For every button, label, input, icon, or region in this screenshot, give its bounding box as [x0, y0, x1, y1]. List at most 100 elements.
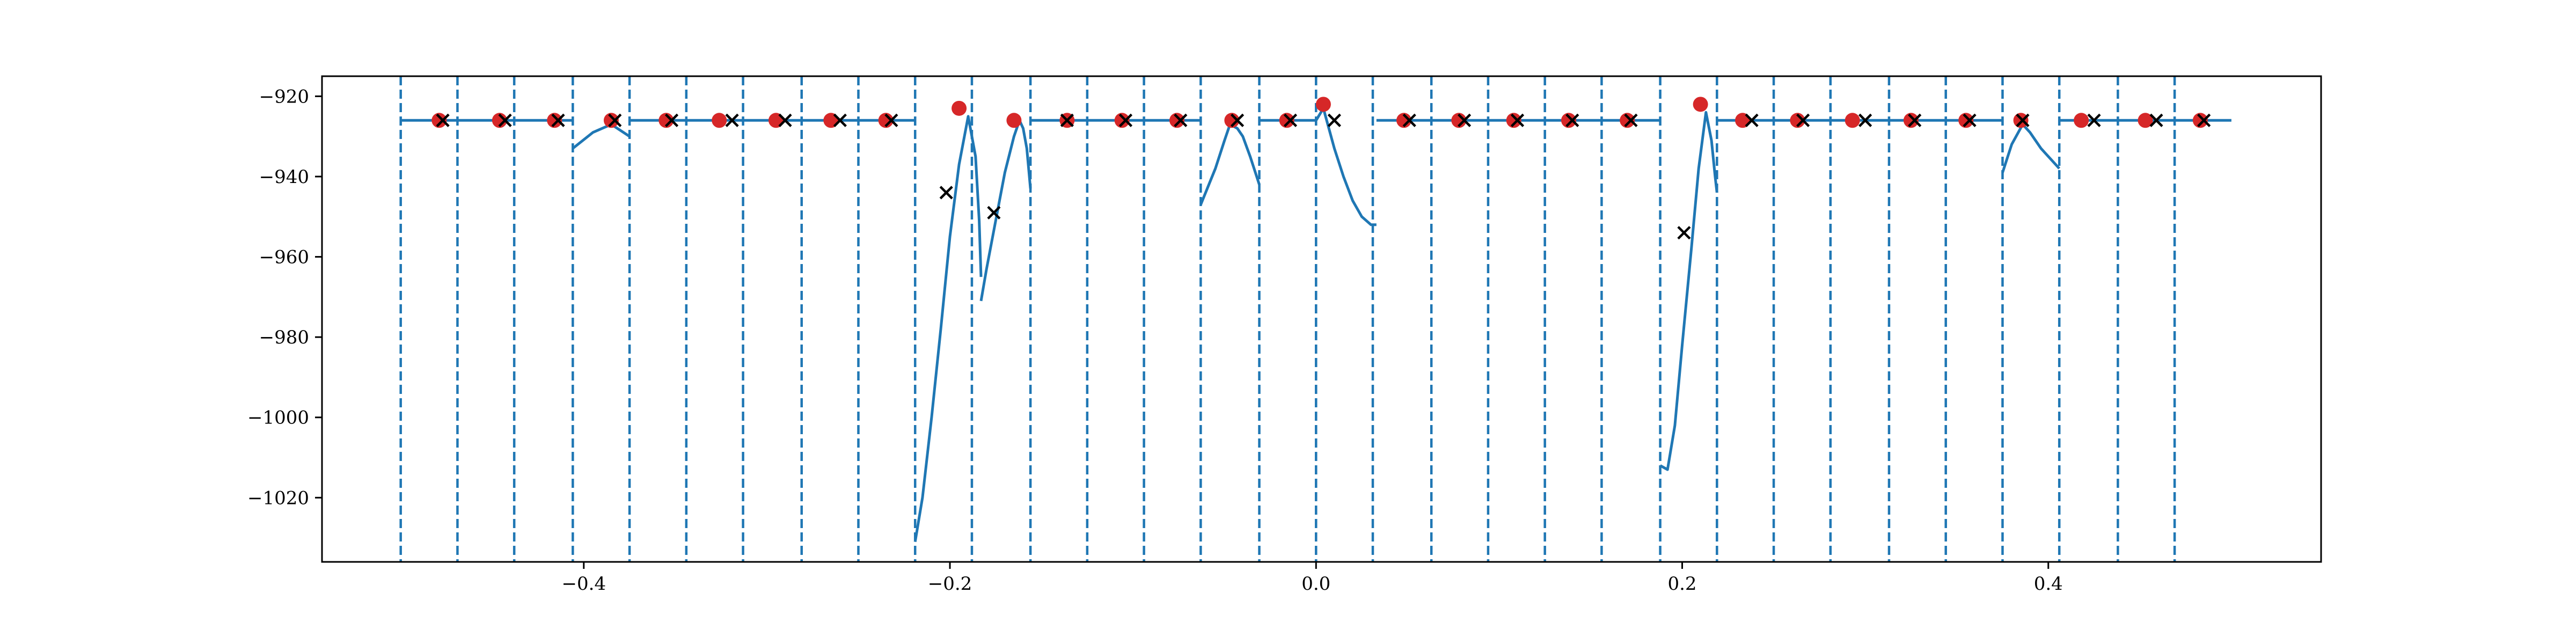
x-marker-18: [1457, 113, 1472, 127]
x-tick-label-1: −0.2: [928, 573, 972, 595]
x-marker-8: [884, 113, 898, 127]
x-marker-stroke: [436, 113, 450, 127]
red-point-16: [1315, 97, 1331, 112]
x-marker-stroke: [1963, 113, 1977, 127]
x-marker-stroke: [939, 186, 953, 200]
red-point-28: [2013, 113, 2029, 128]
series-segment-3: [913, 115, 983, 543]
y-tick-label-2: −960: [259, 247, 309, 268]
red-point-27: [1958, 113, 1974, 128]
red-point-21: [1620, 113, 1635, 128]
x-marker-11: [1060, 113, 1074, 127]
x-marker-23: [1745, 113, 1759, 127]
x-marker-14: [1230, 113, 1245, 127]
red-point-26: [1903, 113, 1919, 128]
series-segment-1: [572, 123, 631, 150]
x-marker-stroke: [1677, 226, 1691, 240]
red-point-19: [1506, 113, 1521, 128]
red-point-12: [1114, 113, 1130, 128]
x-marker-stroke: [1457, 113, 1472, 127]
x-marker-stroke: [1908, 113, 1922, 127]
x-marker-stroke: [1174, 113, 1188, 127]
series-segment-4: [979, 119, 1032, 302]
red-point-5: [712, 113, 727, 128]
red-point-22: [1693, 97, 1708, 112]
x-marker-stroke: [2087, 113, 2101, 127]
x-marker-stroke: [1060, 113, 1074, 127]
x-marker-9: [939, 186, 953, 200]
x-marker-stroke: [1565, 113, 1579, 127]
x-marker-12: [1118, 113, 1133, 127]
x-marker-stroke: [1745, 113, 1759, 127]
x-marker-stroke: [498, 113, 512, 127]
x-marker-21: [1624, 113, 1638, 127]
series-segment-7: [1259, 107, 1377, 226]
x-marker-10: [987, 206, 1001, 219]
axes: −0.4 −0.2 0.0 0.2 0.4 −920 −940 −960 −980 −1000 −1…: [247, 75, 2322, 595]
x-marker-stroke: [778, 113, 792, 127]
y-tick-label-3: −980: [259, 327, 309, 348]
x-marker-stroke: [2197, 113, 2211, 127]
plot-area: [322, 76, 2321, 562]
red-point-17: [1396, 113, 1412, 128]
x-marker-stroke: [1327, 113, 1341, 127]
red-point-0: [431, 113, 447, 128]
x-marker-17: [1402, 113, 1416, 127]
x-marker-stroke: [725, 113, 739, 127]
x-marker-2: [551, 113, 565, 127]
red-point-8: [878, 113, 894, 128]
y-tick-label-5: −1020: [247, 487, 309, 509]
red-point-9: [952, 100, 967, 116]
x-marker-16: [1327, 113, 1341, 127]
x-marker-stroke: [1624, 113, 1638, 127]
series-segment-11: [2001, 123, 2061, 173]
red-point-4: [658, 113, 674, 128]
x-tick-label-2: 0.0: [1301, 573, 1330, 595]
x-marker-29: [2087, 113, 2101, 127]
x-marker-stroke: [1402, 113, 1416, 127]
red-point-18: [1451, 113, 1467, 128]
x-marker-stroke: [2016, 113, 2030, 127]
x-marker-25: [1858, 113, 1872, 127]
red-point-2: [547, 113, 562, 128]
x-marker-stroke: [664, 113, 679, 127]
x-marker-stroke: [608, 113, 622, 127]
x-marker-28: [2016, 113, 2030, 127]
axes-frame: [321, 75, 2322, 563]
red-point-1: [492, 113, 507, 128]
red-point-24: [1790, 113, 1805, 128]
x-marker-31: [2197, 113, 2211, 127]
x-marker-0: [436, 113, 450, 127]
x-marker-6: [778, 113, 792, 127]
x-marker-stroke: [1230, 113, 1245, 127]
x-marker-3: [608, 113, 622, 127]
boundary-lines: [399, 76, 2176, 562]
x-tick-label-4: 0.4: [2034, 573, 2063, 595]
x-marker-7: [833, 113, 847, 127]
plot-background: [322, 76, 2321, 562]
red-point-14: [1224, 113, 1240, 128]
x-marker-26: [1908, 113, 1922, 127]
x-tick-label-0: −0.4: [562, 573, 606, 595]
x-marker-20: [1565, 113, 1579, 127]
red-point-20: [1561, 113, 1577, 128]
red-point-31: [2192, 113, 2208, 128]
x-marker-30: [2149, 113, 2163, 127]
x-marker-stroke: [1283, 113, 1298, 127]
x-marker-stroke: [1796, 113, 1810, 127]
x-marker-stroke: [1118, 113, 1133, 127]
red-point-25: [1845, 113, 1860, 128]
x-marker-stroke: [2149, 113, 2163, 127]
x-marker-stroke: [1510, 113, 1525, 127]
x-marker-4: [664, 113, 679, 127]
red-point-30: [2138, 113, 2153, 128]
y-tick-label-0: −920: [259, 86, 309, 107]
x-marker-stroke: [833, 113, 847, 127]
x-marker-27: [1963, 113, 1977, 127]
series-segment-9: [1659, 111, 1718, 471]
x-tick-label-3: 0.2: [1667, 573, 1696, 595]
markers: [431, 97, 2211, 240]
red-point-15: [1279, 113, 1294, 128]
x-marker-15: [1283, 113, 1298, 127]
